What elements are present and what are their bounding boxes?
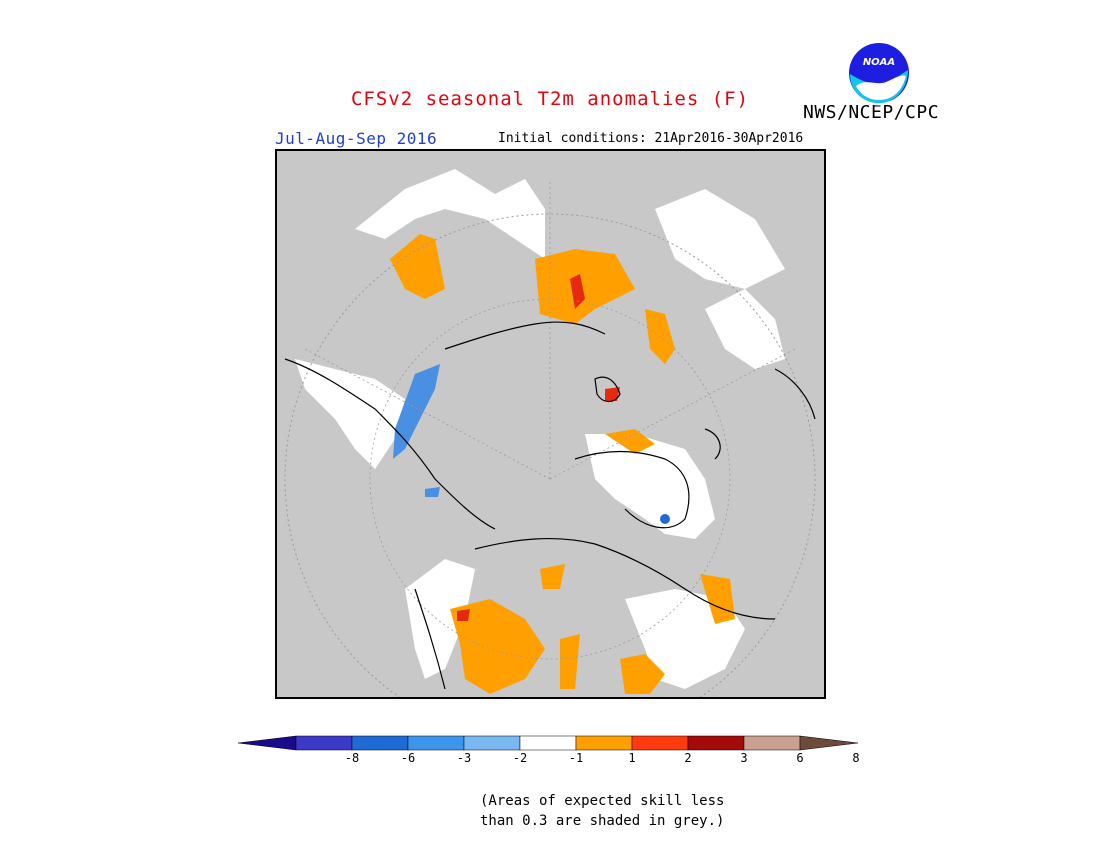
- colorbar-cell: [351, 735, 409, 751]
- colorbar-tick-label: -1: [568, 751, 584, 765]
- colorbar-cell: [575, 735, 633, 751]
- colorbar-cell: [463, 735, 521, 751]
- colorbar-tick-label: 1: [628, 751, 636, 765]
- hot-anomaly-regions: [457, 274, 620, 621]
- colorbar-arrow-low: [238, 735, 297, 751]
- colorbar-tick-label: 2: [684, 751, 692, 765]
- colorbar-cell: [295, 735, 353, 751]
- colorbar-tick-label: -2: [512, 751, 528, 765]
- colorbar-cell: [743, 735, 801, 751]
- cool-anomaly-regions: [393, 364, 670, 524]
- colorbar-tick-label: -8: [344, 751, 360, 765]
- map-title: CFSv2 seasonal T2m anomalies (F): [350, 88, 750, 110]
- colorbar-tick-label: -6: [400, 751, 416, 765]
- map-frame: [275, 149, 826, 699]
- polar-anomaly-map: [275, 149, 826, 699]
- colorbar-arrow-high: [799, 735, 859, 751]
- logo-text: NOAA: [863, 57, 895, 68]
- meridian-line: [304, 348, 551, 480]
- skill-note: (Areas of expected skill less than 0.3 a…: [480, 791, 724, 831]
- colorbar-tick-label: 3: [740, 751, 748, 765]
- colorbar-cell: [407, 735, 465, 751]
- colorbar-cell: [631, 735, 689, 751]
- colorbar: [238, 735, 859, 751]
- skill-note-line-2: than 0.3 are shaded in grey.): [480, 813, 725, 829]
- colorbar-cell: [687, 735, 745, 751]
- colorbar-tick-label: -3: [456, 751, 472, 765]
- organization-label: NWS/NCEP/CPC: [803, 102, 940, 123]
- noaa-logo-icon: NOAA: [846, 40, 912, 106]
- near-normal-regions: [295, 169, 785, 689]
- coastlines: [284, 321, 816, 690]
- latitude-circle: [369, 298, 731, 660]
- forecast-period: Jul-Aug-Sep 2016: [275, 129, 438, 148]
- colorbar-cell: [519, 735, 577, 751]
- skill-note-line-1: (Areas of expected skill less: [480, 793, 725, 809]
- colorbar-tick-label: 6: [796, 751, 804, 765]
- map-boundary: [284, 213, 816, 699]
- initial-conditions: Initial conditions: 21Apr2016-30Apr2016: [498, 131, 804, 146]
- colorbar-tick-label: 8: [852, 751, 860, 765]
- meridian-line: [549, 348, 796, 480]
- warm-anomaly-regions: [390, 234, 735, 694]
